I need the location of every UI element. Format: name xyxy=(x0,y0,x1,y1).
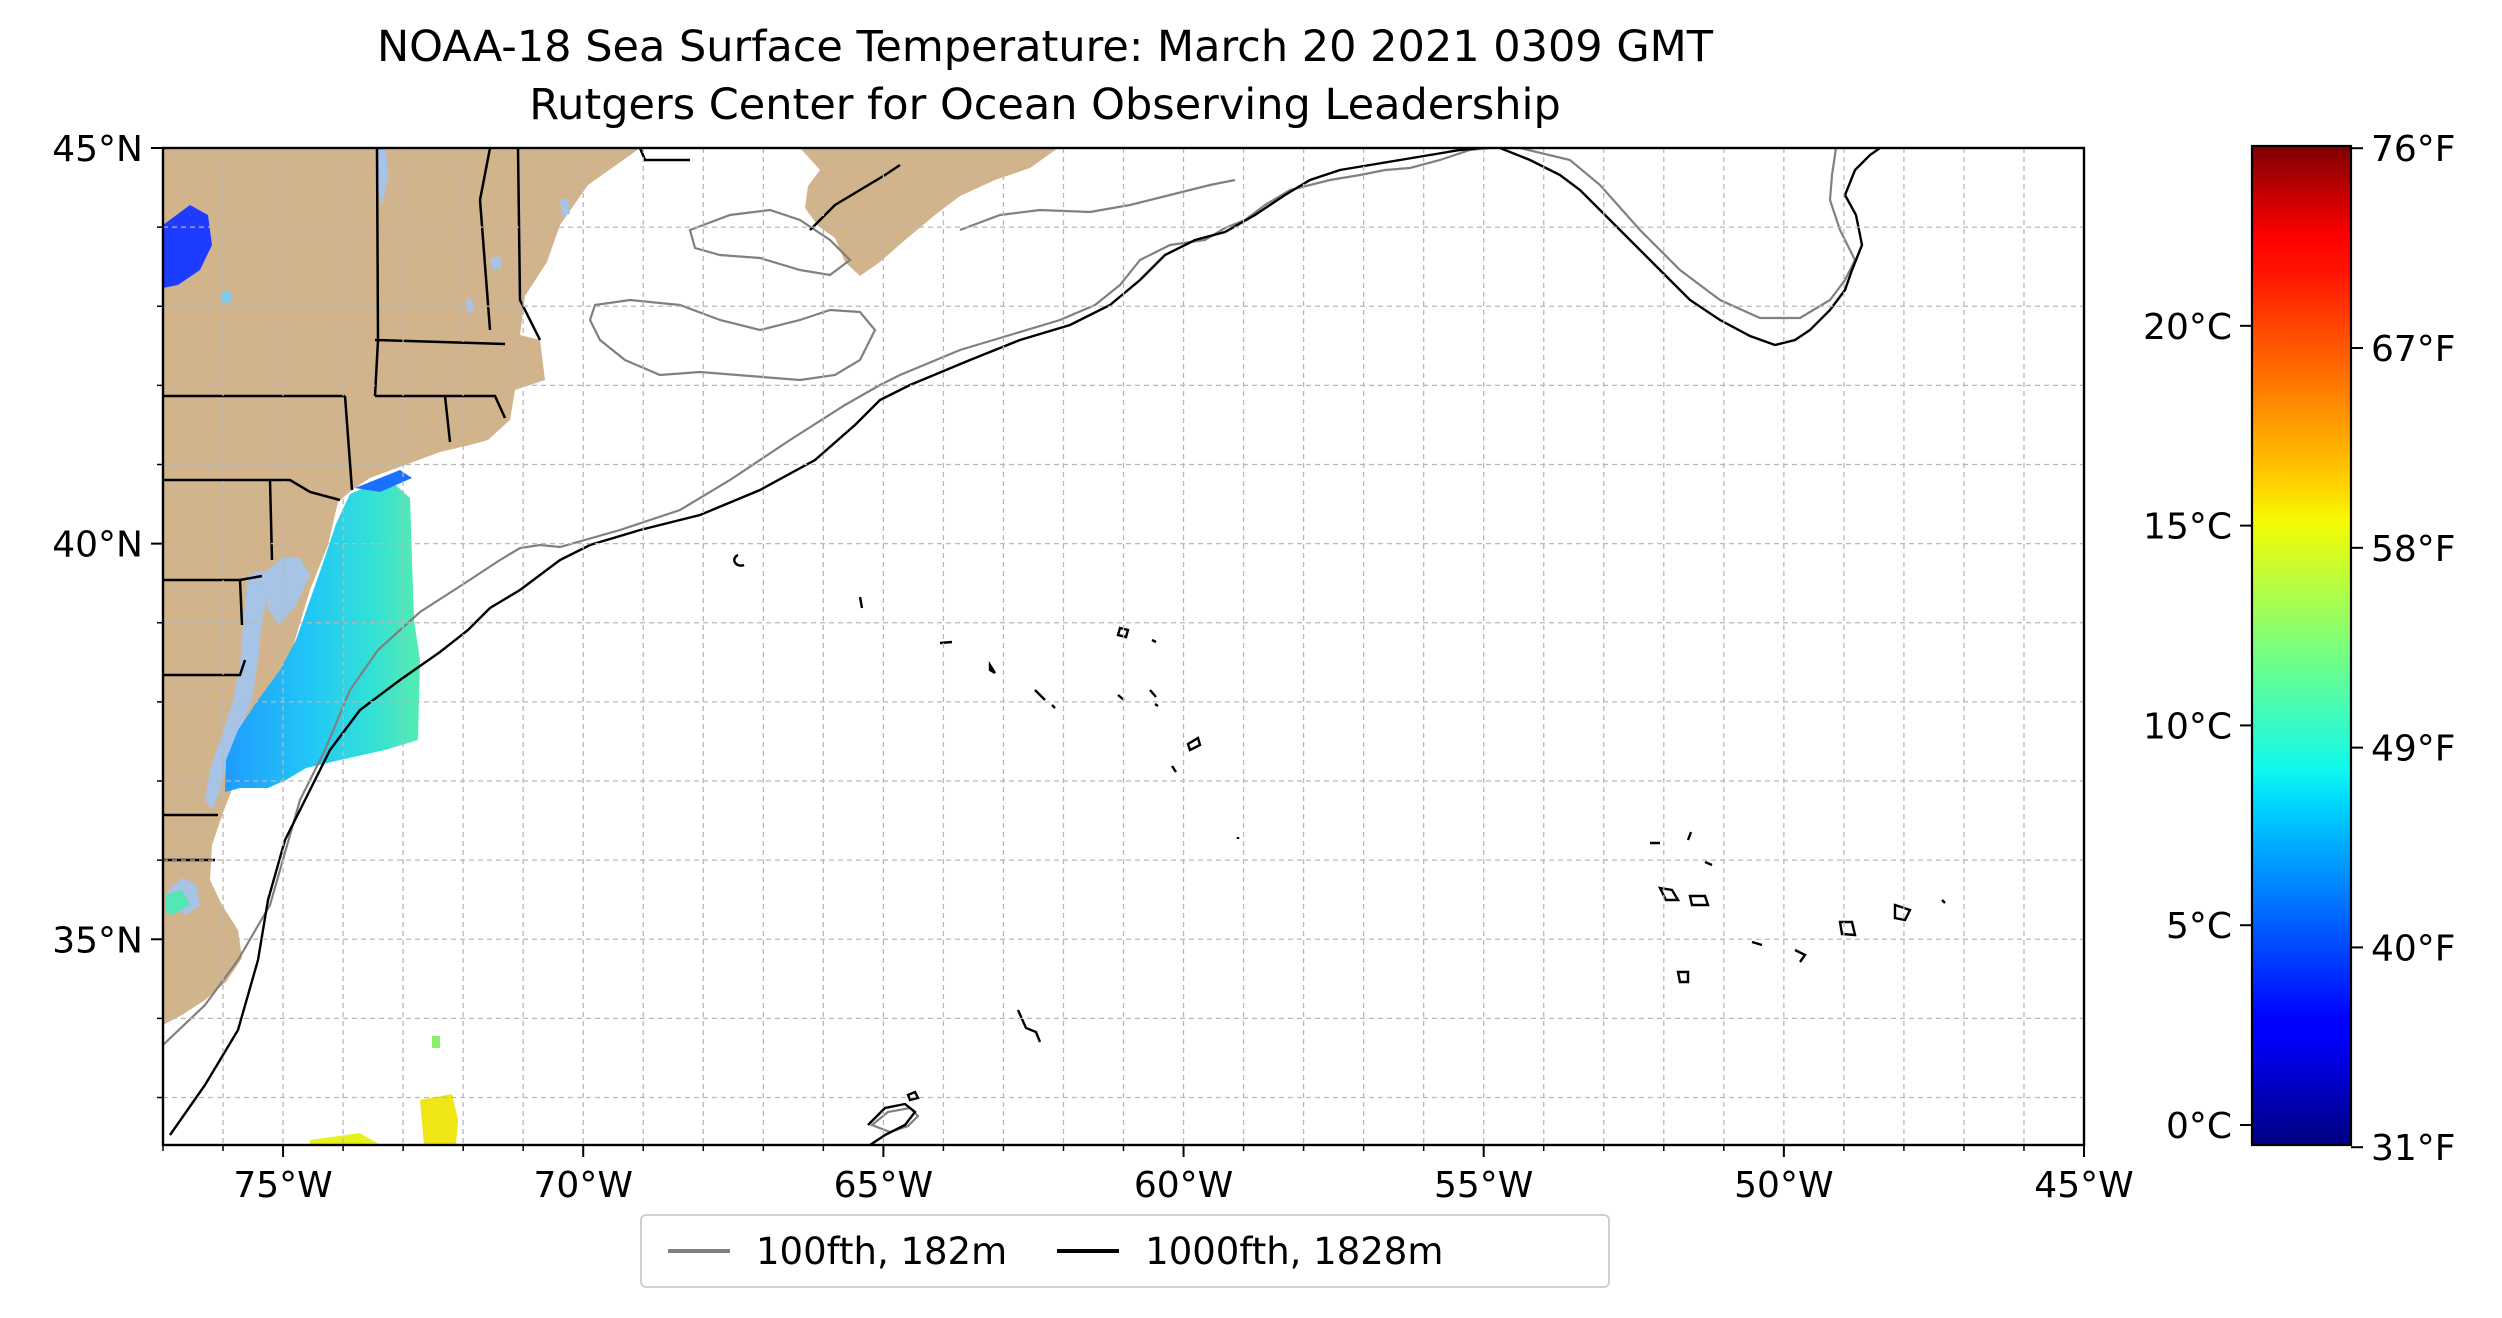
state-border xyxy=(163,478,341,502)
colorbar-gradient xyxy=(2252,146,2351,1145)
seamount-outline xyxy=(1151,638,1157,644)
x-tick-label: 75°W xyxy=(233,1165,332,1206)
chesapeake-bay xyxy=(205,570,270,810)
lake-champlain xyxy=(376,150,388,206)
state-border xyxy=(375,394,507,419)
sst-cold-patch xyxy=(163,205,212,288)
us-coast-land xyxy=(163,148,640,1025)
legend-item-1000fth: 1000fth, 1828m xyxy=(1057,1230,1443,1273)
seamount-outline xyxy=(1034,689,1056,709)
seamount-outline xyxy=(1676,970,1690,984)
fahrenheit-tick-label: 31°F xyxy=(2371,1128,2456,1169)
y-tick-label: 40°N xyxy=(52,525,143,566)
fahrenheit-tick-label: 58°F xyxy=(2371,529,2456,570)
state-border xyxy=(638,148,690,162)
contour-1000fth-slope xyxy=(169,148,1481,1136)
fahrenheit-tick-label: 76°F xyxy=(2371,129,2456,170)
celsius-tick-label: 20°C xyxy=(2143,307,2232,348)
contour-100fth-shelf xyxy=(163,148,1491,1046)
sst-swath-nearshore xyxy=(225,478,420,792)
x-tick-label: 60°W xyxy=(1134,1165,1233,1206)
seamount-outline xyxy=(906,1090,920,1102)
sst-patch-gulf-maine xyxy=(220,290,232,303)
map-axis-ticks: 75°W 70°W 65°W 60°W 55°W 50°W 45°W 45°N 40°N 35°N xyxy=(52,129,2133,1206)
legend-swatch-1000fth xyxy=(1057,1249,1120,1253)
contour-100fth-scotian xyxy=(959,178,1236,232)
colorbar-ticks: 0°C 5°C 10°C 15°C 20°C 31°F 40°F 49°F 58°F 67°F 76… xyxy=(2143,129,2455,1169)
seamount-outline xyxy=(1650,831,1713,867)
state-border xyxy=(268,479,274,561)
celsius-tick-label: 10°C xyxy=(2143,706,2232,747)
legend-label-100fth: 100fth, 182m xyxy=(756,1229,1008,1273)
seamount-outline xyxy=(1116,626,1130,639)
contour-100fth-gulf-maine xyxy=(688,208,852,277)
x-tick-label: 45°W xyxy=(2034,1165,2133,1206)
seamount-outline xyxy=(1171,765,1177,773)
sst-patch-south-fleck xyxy=(432,1036,440,1048)
bathymetry-1000fth xyxy=(169,148,1946,1145)
contour-1000fth-tail xyxy=(1499,148,1881,347)
x-tick-label: 65°W xyxy=(834,1165,933,1206)
inland-water xyxy=(168,150,570,915)
celsius-tick-label: 0°C xyxy=(2166,1106,2232,1147)
seamount-outline xyxy=(867,1102,917,1145)
map-area xyxy=(163,148,2084,1145)
seamount-outline xyxy=(1186,736,1202,752)
land xyxy=(163,148,1058,1025)
y-tick-label: 35°N xyxy=(52,920,143,961)
seamount-outline xyxy=(858,596,864,609)
seamount-outline xyxy=(1838,920,1857,937)
celsius-tick-label: 5°C xyxy=(2166,906,2232,947)
contour-100fth-georges xyxy=(588,298,877,382)
sst-swath-north-band xyxy=(355,470,412,492)
sst-patch-south-warm-2 xyxy=(310,1133,380,1145)
bathymetry-100fth xyxy=(163,148,1857,1134)
political-borders xyxy=(163,148,690,862)
x-tick-label: 50°W xyxy=(1734,1165,1833,1206)
lake-winnipesaukee xyxy=(490,256,502,270)
colorbar-frame xyxy=(2250,144,2353,1147)
legend-label-1000fth: 1000fth, 1828m xyxy=(1145,1229,1444,1273)
contour-100fth-grand-banks xyxy=(1519,148,1857,320)
colorbar: 0°C 5°C 10°C 15°C 20°C 31°F 40°F 49°F 58°F 67°F 76… xyxy=(2143,129,2455,1169)
sst-patch-south-warm xyxy=(420,1094,458,1145)
seamount-outline xyxy=(1751,940,1807,963)
state-border xyxy=(374,338,506,346)
legend-item-100fth: 100fth, 182m xyxy=(668,1230,1007,1273)
seamount-outline xyxy=(1893,899,1946,922)
state-border xyxy=(478,148,492,331)
state-border xyxy=(516,148,542,341)
moosehead-lake xyxy=(560,198,570,216)
chart-subtitle: Rutgers Center for Ocean Observing Leade… xyxy=(529,80,1561,130)
seamount-outline xyxy=(939,640,953,645)
seamount-outline xyxy=(733,553,745,567)
sst-data-swath xyxy=(163,205,458,1145)
sst-patch-pamlico xyxy=(165,890,190,915)
map-grid xyxy=(163,148,2084,1145)
nova-scotia-land xyxy=(800,148,1058,276)
delaware-bay xyxy=(262,558,310,625)
seamount-outline xyxy=(1688,894,1710,907)
pei-island xyxy=(855,205,890,220)
state-border xyxy=(239,574,263,582)
y-tick-label: 45°N xyxy=(52,129,143,170)
x-tick-label: 55°W xyxy=(1434,1165,1533,1206)
fahrenheit-tick-label: 67°F xyxy=(2371,329,2456,370)
state-border xyxy=(443,395,452,443)
x-tick-label: 70°W xyxy=(534,1165,633,1206)
map-legend: 100fth, 182m 1000fth, 1828m xyxy=(640,1214,1610,1288)
chart-title: NOAA-18 Sea Surface Temperature: March 2… xyxy=(376,22,1714,72)
fahrenheit-tick-label: 49°F xyxy=(2371,729,2456,770)
state-border xyxy=(163,659,247,677)
state-border xyxy=(343,395,354,491)
quabbin-reservoir xyxy=(466,298,474,313)
seamount-outline xyxy=(988,660,997,675)
celsius-tick-label: 15°C xyxy=(2143,507,2232,548)
fahrenheit-tick-label: 40°F xyxy=(2371,928,2456,969)
legend-swatch-100fth xyxy=(668,1249,730,1253)
coastline-detail xyxy=(809,164,901,231)
